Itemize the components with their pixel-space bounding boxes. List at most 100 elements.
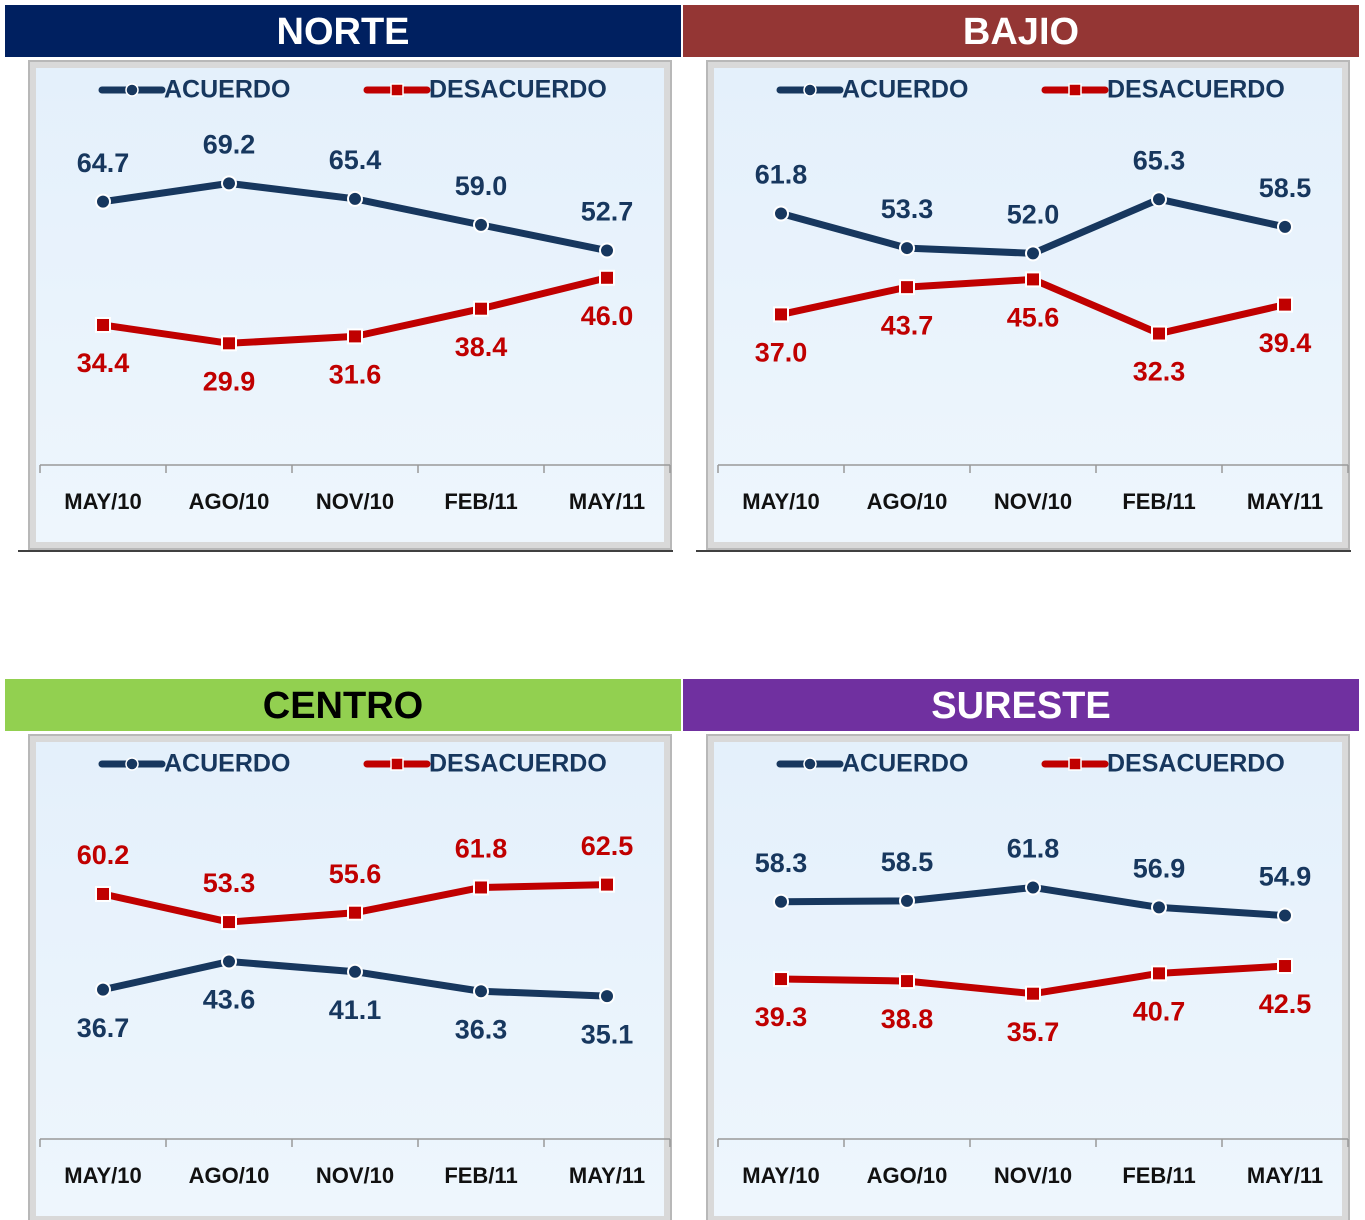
marker	[1277, 907, 1293, 924]
x-tick-label: NOV/10	[994, 1163, 1072, 1188]
marker	[899, 973, 915, 990]
legend-label: ACUERDO	[164, 76, 290, 104]
x-tick-label: AGO/10	[867, 489, 948, 514]
x-tick-label: FEB/11	[1122, 489, 1195, 514]
marker	[773, 893, 789, 910]
legend-marker	[125, 83, 139, 97]
x-tick-label: FEB/11	[1122, 1163, 1195, 1188]
legend-label: ACUERDO	[164, 750, 290, 778]
marker	[1151, 899, 1167, 916]
data-label: 46.0	[581, 301, 634, 331]
legend-label: DESACUERDO	[1107, 76, 1285, 104]
marker	[1277, 296, 1293, 313]
marker	[473, 983, 489, 1000]
chart-panel: BAJIO MAY/10 AGO/10 NOV/10 FEB/11 MAY/11 ACUER…	[683, 5, 1359, 552]
data-label: 36.3	[455, 1014, 508, 1044]
x-tick-label: FEB/11	[444, 1163, 517, 1188]
data-label: 38.8	[881, 1004, 934, 1034]
marker	[599, 242, 615, 259]
legend-label: DESACUERDO	[429, 76, 607, 104]
data-label: 69.2	[203, 129, 256, 159]
marker	[1151, 191, 1167, 208]
chart-title: SURESTE	[931, 685, 1110, 727]
data-label: 65.4	[329, 145, 382, 175]
marker	[1277, 218, 1293, 235]
marker	[899, 892, 915, 909]
data-label: 54.9	[1259, 862, 1312, 892]
data-label: 62.5	[581, 831, 634, 861]
data-label: 32.3	[1133, 357, 1186, 387]
marker	[599, 269, 615, 286]
chart-panel: NORTE MAY/10 AGO/10 NOV/10 FEB/11 MAY/11 ACUER…	[5, 5, 681, 552]
data-label: 59.0	[455, 171, 508, 201]
marker	[773, 205, 789, 222]
x-tick-label: AGO/10	[867, 1163, 948, 1188]
x-tick-label: MAY/10	[64, 489, 141, 514]
data-label: 35.7	[1007, 1017, 1060, 1047]
marker	[221, 953, 237, 970]
x-tick-label: MAY/11	[1247, 489, 1323, 514]
marker	[1151, 965, 1167, 982]
legend-marker	[125, 757, 139, 771]
marker	[347, 963, 363, 980]
data-label: 38.4	[455, 332, 508, 362]
marker	[221, 335, 237, 352]
legend-label: DESACUERDO	[1107, 750, 1285, 778]
data-label: 35.1	[581, 1019, 634, 1049]
data-label: 39.4	[1259, 328, 1312, 358]
plot-area	[36, 68, 664, 542]
data-label: 58.5	[1259, 173, 1312, 203]
data-label: 60.2	[77, 840, 130, 870]
data-label: 34.4	[77, 348, 130, 378]
x-tick-label: MAY/11	[569, 489, 645, 514]
marker	[95, 193, 111, 210]
marker	[899, 240, 915, 257]
x-tick-label: FEB/11	[444, 489, 517, 514]
x-tick-label: AGO/10	[189, 1163, 270, 1188]
marker	[473, 300, 489, 317]
x-tick-label: MAY/11	[569, 1163, 645, 1188]
data-label: 41.1	[329, 995, 382, 1025]
data-label: 36.7	[77, 1013, 130, 1043]
legend-marker	[1068, 83, 1082, 97]
chart-panel: CENTRO MAY/10 AGO/10 NOV/10 FEB/11 MAY/11 ACUE…	[5, 679, 681, 1220]
marker	[599, 876, 615, 893]
marker	[1277, 958, 1293, 975]
chart-title: BAJIO	[963, 11, 1079, 53]
data-label: 64.7	[77, 148, 130, 178]
data-label: 61.8	[755, 160, 808, 190]
marker	[347, 328, 363, 345]
data-label: 52.0	[1007, 199, 1060, 229]
data-label: 61.8	[455, 834, 508, 864]
x-tick-label: MAY/10	[64, 1163, 141, 1188]
header-bar	[683, 5, 1359, 57]
marker	[95, 316, 111, 333]
chart-panel: SURESTE MAY/10 AGO/10 NOV/10 FEB/11 MAY/11 ACU…	[683, 679, 1359, 1220]
marker	[1151, 325, 1167, 342]
marker	[95, 981, 111, 998]
data-label: 53.3	[881, 194, 934, 224]
data-label: 43.6	[203, 985, 256, 1015]
data-label: 58.5	[881, 847, 934, 877]
marker	[1025, 879, 1041, 896]
x-tick-label: MAY/10	[742, 489, 819, 514]
x-tick-label: AGO/10	[189, 489, 270, 514]
marker	[1025, 271, 1041, 288]
legend-marker	[390, 83, 404, 97]
marker	[1025, 985, 1041, 1002]
x-tick-label: MAY/11	[1247, 1163, 1323, 1188]
x-tick-label: MAY/10	[742, 1163, 819, 1188]
marker	[347, 190, 363, 207]
marker	[1025, 245, 1041, 262]
data-label: 42.5	[1259, 989, 1312, 1019]
data-label: 39.3	[755, 1002, 808, 1032]
legend-label: DESACUERDO	[429, 750, 607, 778]
x-tick-label: NOV/10	[316, 489, 394, 514]
marker	[599, 988, 615, 1005]
x-tick-label: NOV/10	[316, 1163, 394, 1188]
marker	[347, 904, 363, 921]
data-label: 31.6	[329, 360, 382, 390]
marker	[221, 175, 237, 192]
marker	[95, 885, 111, 902]
